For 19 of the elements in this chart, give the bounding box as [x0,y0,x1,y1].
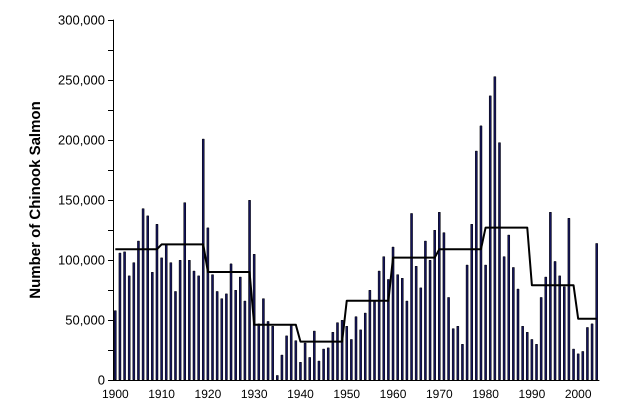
x-tick-label: 1940 [287,387,314,401]
y-tick-label: 250,000 [58,72,105,88]
x-tick-label: 2000 [564,387,592,401]
x-tick-label: 1930 [240,387,268,401]
x-tick-label: 1980 [472,387,500,401]
x-tick-label: 1990 [518,387,546,401]
y-tick-label: 100,000 [58,252,105,268]
y-tick-label: 300,000 [58,12,105,28]
x-tick-label: 1920 [194,387,222,401]
y-tick-label: 200,000 [58,132,105,148]
x-tick-label: 1970 [426,387,453,401]
y-tick-label: 0 [98,372,105,388]
x-tick-label: 1910 [148,387,176,401]
x-tick-label: 1950 [333,387,360,401]
x-tick-label: 1960 [380,387,407,401]
y-tick-label: 150,000 [58,192,105,208]
x-tick-label: 1900 [102,387,129,401]
y-tick-label: 50,000 [65,312,105,328]
y-axis-title: Number of Chinook Salmon [27,101,44,299]
